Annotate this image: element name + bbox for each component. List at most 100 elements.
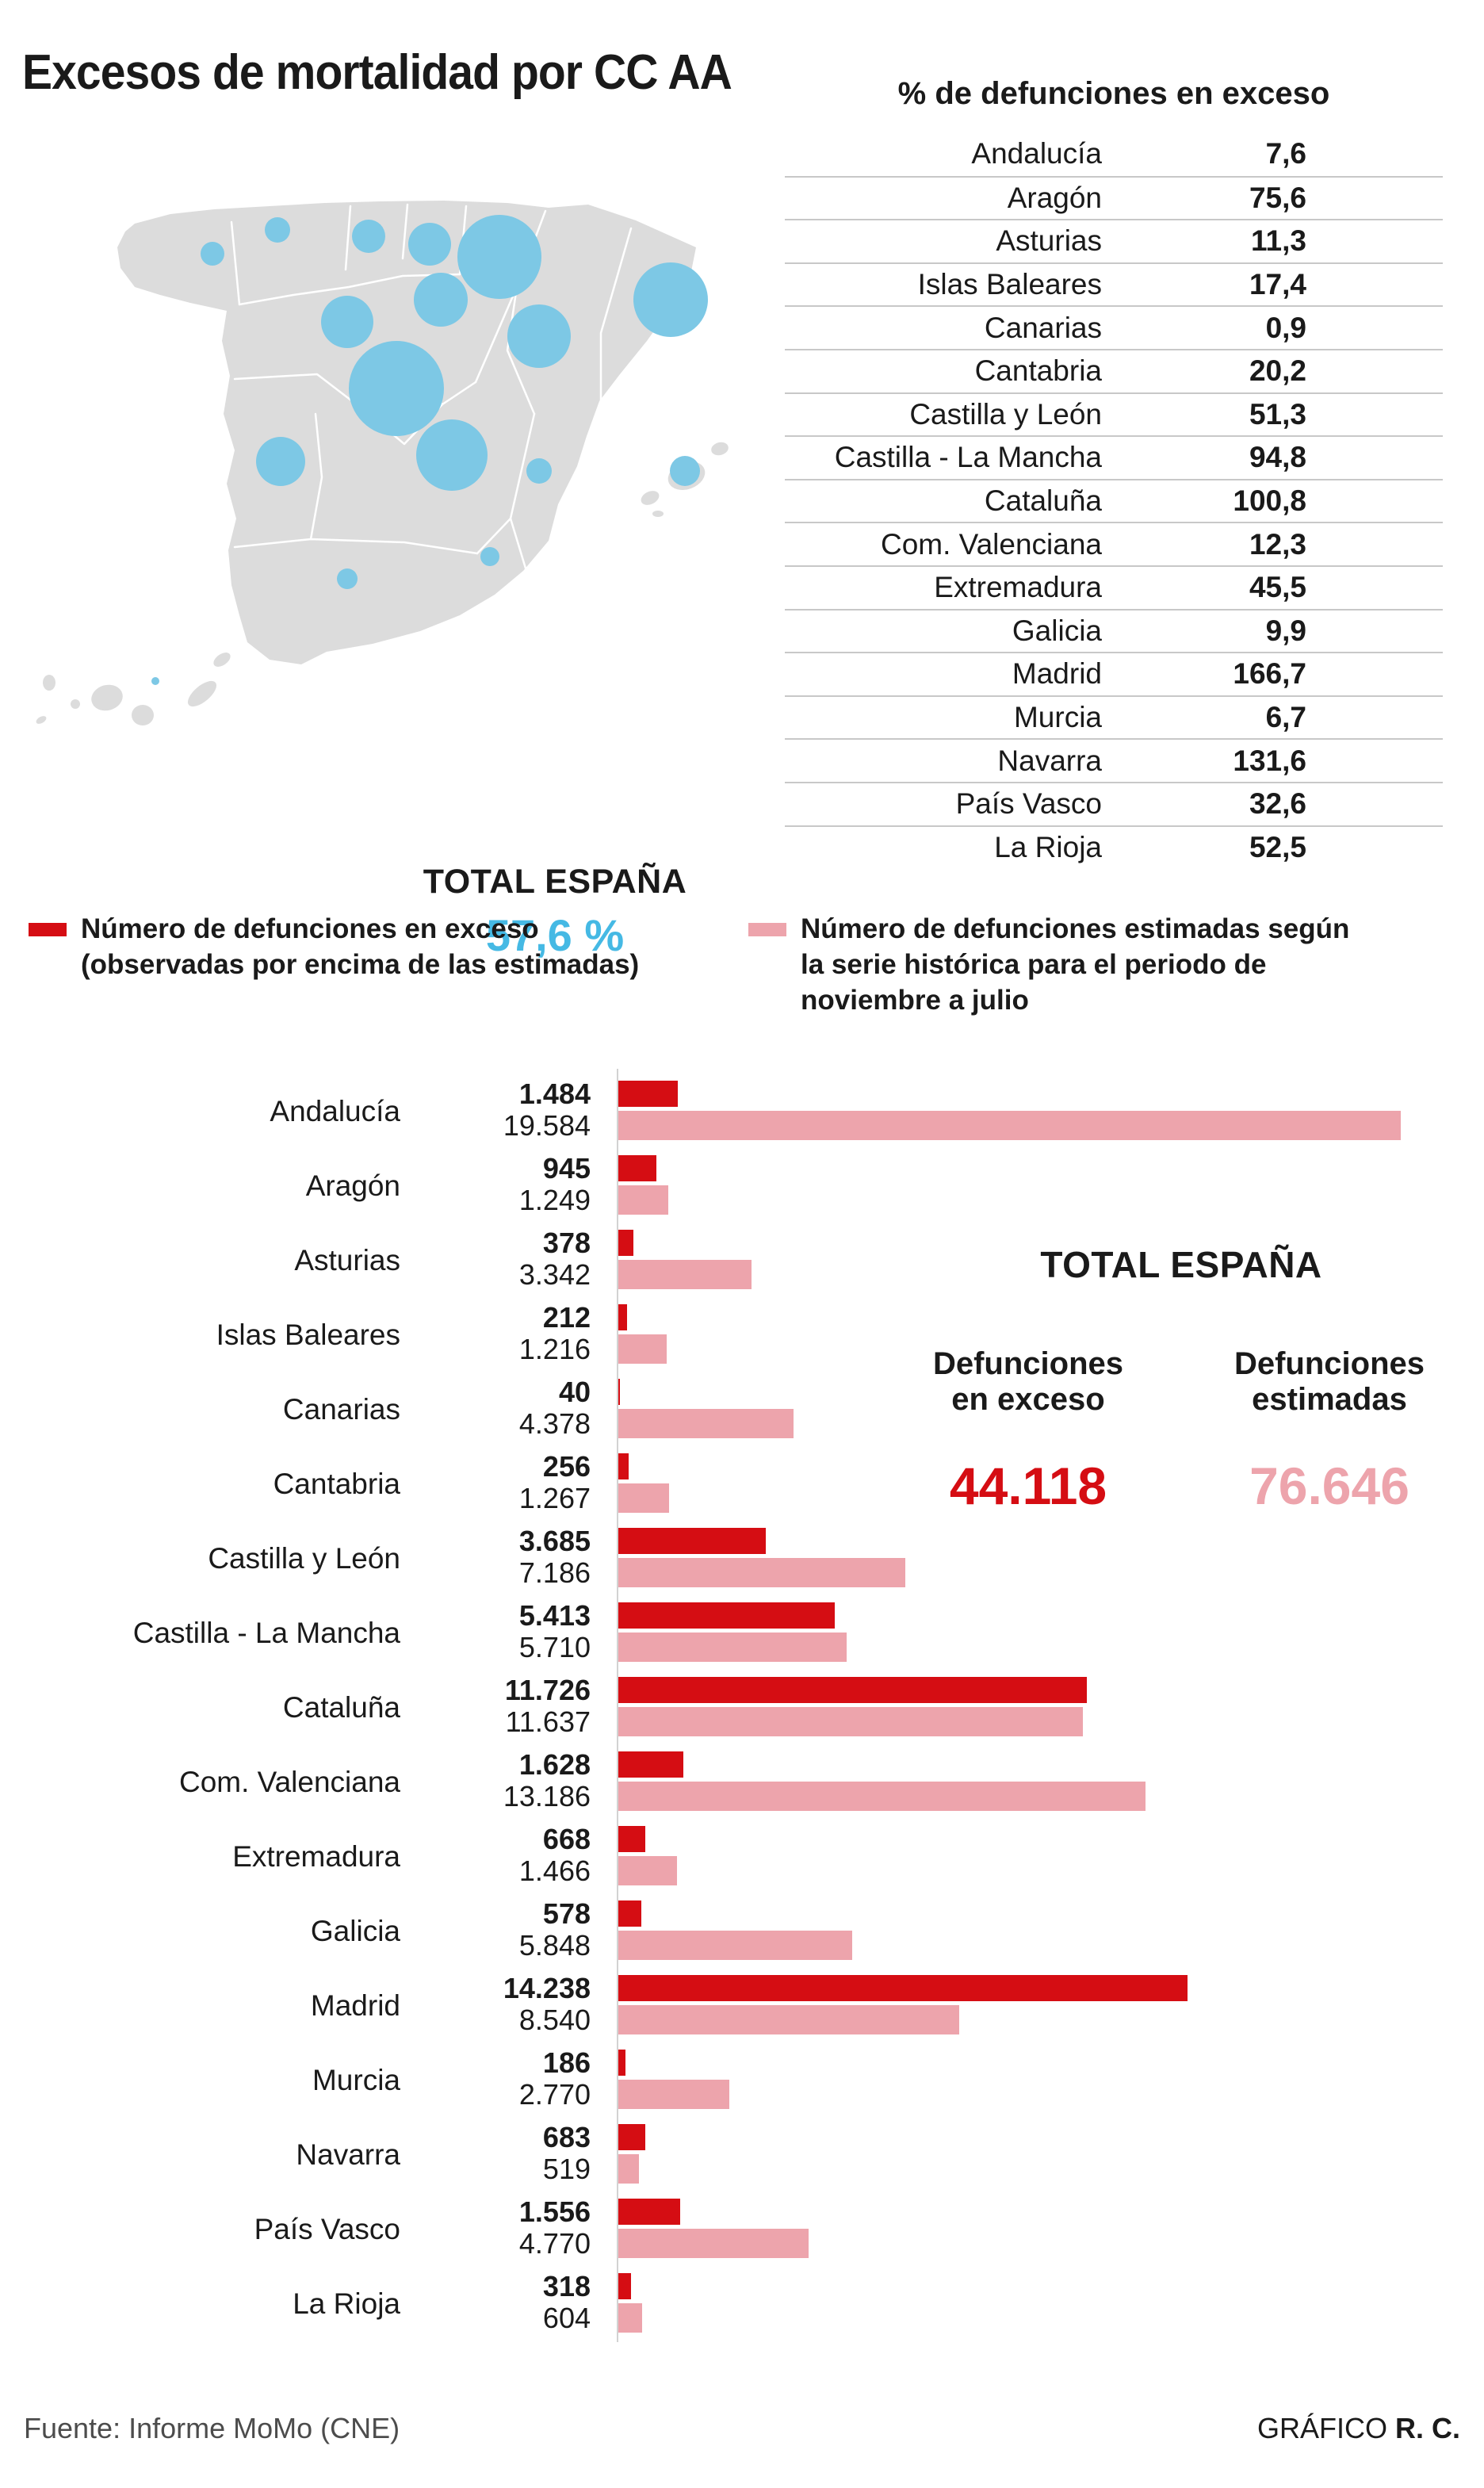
bubble-Asturias (265, 217, 290, 243)
bar-region-label: Cataluña (282, 1691, 400, 1724)
bar-row: La Rioja 318 604 (0, 2267, 1484, 2341)
bar-row: Madrid 14.238 8.540 (0, 1969, 1484, 2043)
excess-value: 40 (558, 1376, 591, 1408)
estimated-bar (618, 1931, 852, 1960)
bar-row: Murcia 186 2.770 (0, 2043, 1484, 2118)
excess-bar (618, 2050, 626, 2076)
table-row: País Vasco 32,6 (785, 781, 1443, 825)
table-region-value: 9,9 (1265, 614, 1306, 647)
table-region-label: Com. Valenciana (880, 527, 1102, 561)
bubble-Com. Valenciana (526, 458, 552, 484)
bar-pair (618, 1447, 1484, 1522)
pct-table: % de defunciones en exceso Andalucía 7,6 A… (785, 76, 1443, 868)
legend-excess: Número de defunciones en exceso (observa… (29, 912, 694, 983)
totals-estimated: Defunciones estimadas 76.646 (1179, 1346, 1480, 1516)
excess-value: 256 (542, 1450, 591, 1483)
excess-bar (618, 1230, 634, 1256)
table-region-value: 100,8 (1233, 484, 1306, 518)
legend-estimated-text: Número de defunciones estimadas según la… (801, 913, 1350, 1016)
table-region-label: Andalucía (971, 137, 1102, 170)
bar-region-label: La Rioja (293, 2287, 400, 2320)
bar-region-label: Murcia (312, 2064, 400, 2096)
bubble-Madrid (349, 341, 444, 436)
excess-value: 5.413 (518, 1599, 591, 1632)
estimated-bar (618, 2303, 643, 2333)
table-region-label: Madrid (1012, 657, 1102, 691)
table-region-value: 20,2 (1249, 354, 1306, 388)
excess-bar (618, 1975, 1188, 2001)
bar-values: 945 1.249 (400, 1149, 591, 1223)
bar-values: 578 5.848 (400, 1894, 591, 1969)
table-region-label: Extremadura (934, 571, 1102, 604)
bar-pair (618, 1894, 1484, 1969)
bar-values: 378 3.342 (400, 1223, 591, 1298)
bar-region-label: Cantabria (273, 1468, 400, 1500)
region-bubbles (151, 215, 708, 685)
estimated-bar (618, 1185, 668, 1215)
estimated-bar (618, 1782, 1146, 1811)
estimated-value: 5.710 (518, 1631, 591, 1663)
bar-row: Castilla y León 3.685 7.186 (0, 1522, 1484, 1596)
totals-excess: Defunciones en exceso 44.118 (878, 1346, 1179, 1516)
estimated-value: 519 (542, 2153, 591, 2185)
table-region-label: Galicia (1012, 614, 1102, 647)
bar-region-label: Aragón (305, 1169, 400, 1202)
bar-pair (618, 1969, 1484, 2043)
excess-value: 212 (542, 1301, 591, 1334)
table-row: Asturias 11,3 (785, 219, 1443, 262)
bar-pair (618, 1298, 1484, 1372)
excess-value: 186 (542, 2046, 591, 2079)
estimated-bar (618, 1483, 669, 1513)
bar-region-label: Com. Valenciana (178, 1766, 400, 1798)
totals-title: TOTAL ESPAÑA (1040, 1244, 1322, 1285)
table-row: Extremadura 45,5 (785, 565, 1443, 609)
estimated-value: 1.216 (518, 1333, 591, 1365)
estimated-bar (618, 2080, 729, 2109)
table-region-label: Canarias (984, 311, 1102, 344)
table-row: Castilla y León 51,3 (785, 392, 1443, 436)
bar-region-label: Galicia (310, 1915, 400, 1947)
estimated-bar (618, 2005, 960, 2034)
bar-region-label: Navarra (296, 2138, 400, 2171)
estimated-value: 4.770 (518, 2227, 591, 2260)
bubble-Murcia (480, 547, 499, 566)
estimated-value: 5.848 (518, 1929, 591, 1962)
bar-values: 668 1.466 (400, 1820, 591, 1894)
bubble-Extremadura (256, 437, 305, 486)
excess-color-swatch (29, 923, 67, 936)
bar-values: 1.484 19.584 (400, 1074, 591, 1149)
bar-row: Cantabria 256 1.267 (0, 1447, 1484, 1522)
bubble-Navarra (457, 215, 541, 299)
bar-values: 3.685 7.186 (400, 1522, 591, 1596)
excess-bar (618, 2124, 646, 2150)
bar-pair (618, 1745, 1484, 1820)
estimated-value: 1.466 (518, 1855, 591, 1887)
totals-excess-value: 44.118 (949, 1456, 1107, 1516)
estimated-value: 3.342 (518, 1258, 591, 1291)
table-region-label: Cataluña (984, 484, 1102, 518)
bubble-Castilla - La Mancha (416, 419, 488, 491)
canary-islands (36, 653, 231, 725)
excess-bar (618, 1602, 835, 1629)
estimated-bar (618, 1707, 1084, 1736)
bar-values: 318 604 (400, 2267, 591, 2341)
excess-bar (618, 1155, 656, 1181)
estimated-value: 2.770 (518, 2078, 591, 2111)
bar-values: 5.413 5.710 (400, 1596, 591, 1671)
bar-row: Extremadura 668 1.466 (0, 1820, 1484, 1894)
table-region-label: Castilla - La Mancha (834, 441, 1102, 474)
page-title: Excesos de mortalidad por CC AA (22, 44, 732, 100)
table-row: Cantabria 20,2 (785, 348, 1443, 392)
excess-value: 14.238 (503, 1972, 591, 2004)
bar-region-label: Asturias (294, 1244, 400, 1277)
bar-region-label: Extremadura (232, 1840, 400, 1873)
bar-pair (618, 1149, 1484, 1223)
bar-region-label: Canarias (282, 1393, 400, 1426)
estimated-bar (618, 2229, 809, 2258)
table-region-value: 7,6 (1265, 137, 1306, 170)
excess-bar (618, 1379, 621, 1405)
table-row: Andalucía 7,6 (785, 132, 1443, 176)
bubble-La Rioja (414, 273, 468, 327)
bar-pair (618, 2267, 1484, 2341)
credit-prefix: GRÁFICO (1256, 2412, 1387, 2444)
